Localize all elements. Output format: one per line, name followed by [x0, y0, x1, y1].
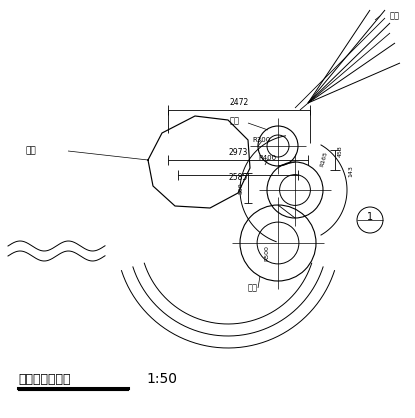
- Text: 2472: 2472: [229, 98, 249, 107]
- Text: R400: R400: [258, 155, 276, 161]
- Text: 望月亭总平面图: 望月亭总平面图: [18, 373, 71, 386]
- Text: R165: R165: [320, 150, 329, 167]
- Text: 坐凳: 坐凳: [248, 283, 258, 292]
- Text: 453: 453: [338, 145, 343, 157]
- Text: 辎地: 辎地: [230, 116, 240, 125]
- Text: 2973: 2973: [228, 148, 248, 157]
- Text: R500: R500: [264, 245, 269, 261]
- Text: 望脾: 望脾: [25, 146, 36, 155]
- Text: 1:50: 1:50: [146, 372, 177, 386]
- Text: 143: 143: [348, 165, 353, 177]
- Text: 560: 560: [239, 182, 244, 194]
- Text: R300: R300: [252, 137, 270, 143]
- Text: 花枝: 花枝: [390, 11, 400, 20]
- Text: 2585: 2585: [228, 173, 248, 182]
- Text: 1: 1: [367, 212, 373, 222]
